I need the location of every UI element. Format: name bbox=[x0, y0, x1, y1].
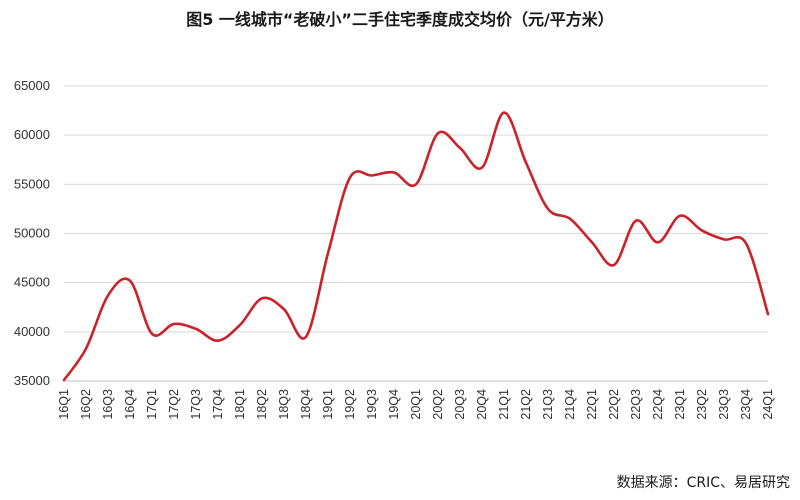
data-point bbox=[679, 215, 682, 218]
data-point bbox=[195, 328, 198, 331]
y-tick-label: 65000 bbox=[14, 78, 50, 93]
data-point bbox=[305, 335, 308, 338]
x-tick-label: 19Q3 bbox=[365, 389, 379, 420]
x-axis-tick-labels: 16Q1 16Q2 16Q3 16Q4 17Q1 17Q2 17Q3 17Q4 18Q1 18Q2… bbox=[57, 389, 775, 420]
y-tick-label: 55000 bbox=[14, 176, 50, 191]
y-tick-label: 50000 bbox=[14, 226, 50, 241]
x-tick-label: 21Q4 bbox=[563, 389, 577, 420]
x-tick-label: 20Q2 bbox=[431, 389, 445, 420]
data-point bbox=[525, 161, 528, 164]
x-tick-label: 17Q2 bbox=[167, 389, 181, 420]
data-point bbox=[393, 171, 396, 174]
data-point bbox=[107, 294, 110, 297]
x-tick-label: 20Q1 bbox=[409, 389, 423, 420]
data-point bbox=[217, 339, 220, 342]
x-tick-label: 16Q3 bbox=[101, 389, 115, 420]
x-tick-label: 18Q3 bbox=[277, 389, 291, 420]
data-point bbox=[437, 132, 440, 135]
data-point bbox=[503, 111, 506, 114]
data-point bbox=[415, 183, 418, 186]
x-tick-label: 17Q1 bbox=[145, 389, 159, 420]
data-point bbox=[723, 238, 726, 241]
data-point bbox=[173, 323, 176, 326]
data-point bbox=[283, 308, 286, 311]
x-tick-label: 16Q2 bbox=[79, 389, 93, 420]
chart-title: 图5 一线城市“老破小”二手住宅季度成交均价（元/平方米） bbox=[186, 10, 614, 29]
data-point bbox=[657, 241, 660, 244]
x-tick-label: 23Q2 bbox=[695, 389, 709, 420]
data-point bbox=[129, 279, 132, 282]
y-axis-tick-labels: 65000 60000 55000 50000 45000 40000 35000 bbox=[14, 78, 50, 388]
x-tick-label: 23Q1 bbox=[673, 389, 687, 420]
x-tick-label: 18Q2 bbox=[255, 389, 269, 420]
y-tick-label: 40000 bbox=[14, 324, 50, 339]
data-point bbox=[239, 324, 242, 327]
x-tick-label: 19Q1 bbox=[321, 389, 335, 420]
x-tick-label: 20Q4 bbox=[475, 389, 489, 420]
data-point bbox=[371, 174, 374, 177]
x-tick-label: 17Q4 bbox=[211, 389, 225, 420]
series-group bbox=[62, 111, 770, 382]
x-tick-label: 22Q2 bbox=[607, 389, 621, 420]
x-tick-label: 17Q3 bbox=[189, 389, 203, 420]
x-tick-label: 21Q2 bbox=[519, 389, 533, 420]
series-line bbox=[62, 111, 770, 382]
y-tick-label: 35000 bbox=[14, 373, 50, 388]
data-point bbox=[745, 242, 748, 245]
data-point bbox=[261, 297, 264, 300]
data-point bbox=[459, 147, 462, 150]
x-tick-label: 19Q4 bbox=[387, 389, 401, 420]
x-tick-label: 23Q3 bbox=[717, 389, 731, 420]
x-tick-label: 18Q4 bbox=[299, 389, 313, 420]
data-source-note: 数据来源：CRIC、易居研究 bbox=[616, 475, 790, 491]
data-point bbox=[591, 241, 594, 244]
data-point bbox=[63, 379, 66, 382]
data-point bbox=[635, 219, 638, 222]
x-tick-label: 21Q3 bbox=[541, 389, 555, 420]
data-point bbox=[547, 208, 550, 211]
x-tick-label: 22Q4 bbox=[651, 389, 665, 420]
gridlines bbox=[64, 85, 768, 333]
x-tick-label: 20Q3 bbox=[453, 389, 467, 420]
data-point bbox=[767, 313, 770, 316]
data-point bbox=[349, 176, 352, 179]
data-point bbox=[85, 347, 88, 350]
data-point bbox=[481, 166, 484, 169]
data-point bbox=[327, 252, 330, 255]
y-tick-label: 60000 bbox=[14, 127, 50, 142]
x-tick-label: 23Q4 bbox=[739, 389, 753, 420]
data-point bbox=[701, 229, 704, 232]
x-tick-label: 22Q1 bbox=[585, 389, 599, 420]
x-tick-label: 19Q2 bbox=[343, 389, 357, 420]
x-tick-label: 16Q1 bbox=[57, 389, 71, 420]
x-tick-label: 18Q1 bbox=[233, 389, 247, 420]
x-tick-label: 22Q3 bbox=[629, 389, 643, 420]
x-tick-label: 16Q4 bbox=[123, 389, 137, 420]
data-point bbox=[569, 217, 572, 220]
data-point bbox=[613, 264, 616, 267]
x-tick-label: 21Q1 bbox=[497, 389, 511, 420]
x-tick-label: 24Q1 bbox=[761, 389, 775, 420]
y-tick-label: 45000 bbox=[14, 275, 50, 290]
data-point bbox=[151, 333, 154, 336]
